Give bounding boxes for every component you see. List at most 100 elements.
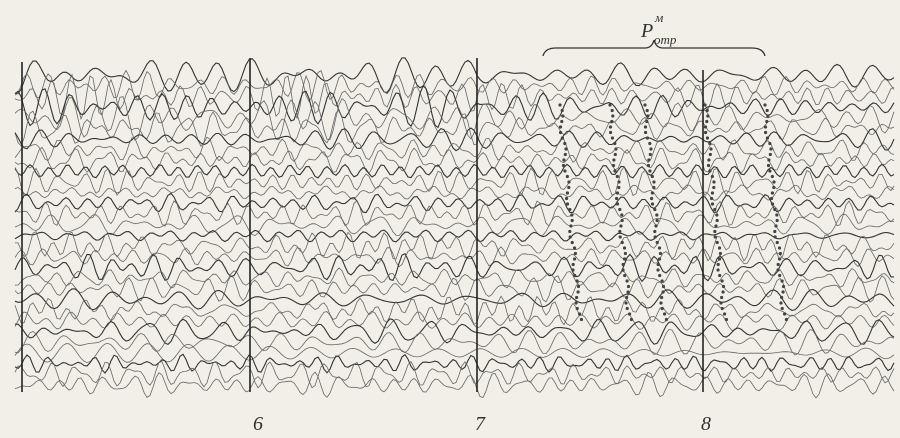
phase-marker	[706, 163, 711, 168]
phase-marker	[564, 196, 569, 201]
phase-marker	[780, 279, 784, 283]
trace	[14, 69, 895, 103]
phase-marker	[662, 312, 667, 316]
phase-marker	[643, 130, 648, 135]
phase-marker	[664, 317, 669, 322]
phase-marker	[579, 317, 584, 322]
phase-marker	[612, 158, 616, 162]
phase-marker	[715, 213, 719, 217]
phase-marker	[656, 262, 660, 267]
phase-marker	[721, 290, 725, 294]
phase-marker	[565, 202, 570, 206]
phase-marker	[712, 185, 716, 190]
phase-marker	[765, 108, 769, 113]
trace	[14, 73, 895, 121]
phase-marker	[650, 191, 655, 195]
phase-marker	[779, 301, 783, 305]
phase-marker	[780, 295, 784, 300]
trace	[14, 200, 895, 227]
trace	[15, 318, 895, 346]
phase-marker	[778, 273, 782, 278]
phase-marker	[575, 279, 579, 283]
phase-marker	[621, 262, 625, 267]
trace	[14, 342, 895, 363]
phase-marker	[722, 312, 727, 316]
phase-marker	[625, 295, 629, 300]
phase-marker	[772, 180, 776, 184]
phase-marker	[776, 262, 780, 267]
phase-marker	[717, 257, 722, 261]
phase-marker	[652, 185, 656, 190]
phase-marker	[653, 207, 657, 212]
phase-marker	[565, 174, 569, 179]
phase-marker	[763, 130, 768, 135]
phase-marker	[766, 114, 770, 118]
phase-marker	[648, 169, 652, 173]
phase-marker	[655, 240, 659, 245]
phase-marker	[564, 147, 568, 151]
phase-marker	[563, 169, 567, 173]
trace	[14, 371, 895, 399]
trace	[14, 127, 895, 152]
phase-marker	[648, 152, 652, 157]
phase-marker	[648, 141, 652, 146]
phase-marker	[608, 125, 613, 129]
phase-marker	[657, 246, 662, 250]
phase-marker	[617, 180, 621, 184]
phase-marker	[619, 224, 623, 228]
phase-marker	[657, 257, 662, 261]
phase-marker	[645, 136, 650, 140]
phase-marker	[571, 262, 575, 267]
phase-marker	[558, 125, 563, 129]
trace	[14, 310, 895, 331]
phase-marker	[773, 235, 777, 239]
phase-marker	[650, 202, 655, 206]
phase-marker	[769, 147, 773, 151]
phase-marker	[649, 147, 653, 151]
phase-marker	[620, 240, 624, 245]
phase-marker	[724, 317, 729, 322]
annotation-main: P	[640, 20, 653, 42]
phase-marker	[576, 290, 580, 294]
phase-marker	[710, 202, 715, 206]
phase-marker	[652, 180, 656, 184]
phase-marker	[709, 196, 714, 201]
phase-marker	[618, 207, 622, 212]
trace	[15, 231, 895, 262]
phase-marker	[608, 130, 613, 135]
phase-marker	[568, 235, 572, 239]
phase-marker	[768, 169, 772, 173]
phase-marker	[720, 306, 724, 311]
phase-marker	[708, 141, 712, 146]
phase-marker	[765, 136, 770, 140]
phase-marker	[565, 191, 570, 195]
phase-marker	[561, 114, 565, 118]
phase-marker	[773, 229, 777, 234]
phase-marker	[567, 185, 571, 190]
phase-marker	[714, 224, 718, 228]
phase-marker	[775, 213, 779, 217]
phase-marker	[653, 235, 657, 239]
phase-marker	[561, 163, 566, 168]
phase-marker	[774, 224, 778, 228]
phase-marker	[770, 191, 775, 195]
phase-marker	[712, 180, 716, 184]
phase-marker	[567, 180, 571, 184]
phase-marker	[558, 103, 562, 107]
trace	[14, 295, 895, 326]
phase-marker	[661, 290, 665, 294]
phase-marker	[763, 125, 768, 129]
phase-marker	[615, 174, 619, 179]
phase-marker	[622, 257, 627, 261]
phase-marker	[568, 229, 572, 234]
phase-marker	[560, 119, 564, 124]
phase-marker	[784, 317, 789, 322]
trace	[14, 229, 895, 243]
phase-marker	[776, 268, 780, 272]
phase-marker	[770, 174, 774, 179]
phase-marker	[572, 257, 577, 261]
phase-marker	[576, 284, 581, 289]
phase-marker	[613, 152, 617, 157]
